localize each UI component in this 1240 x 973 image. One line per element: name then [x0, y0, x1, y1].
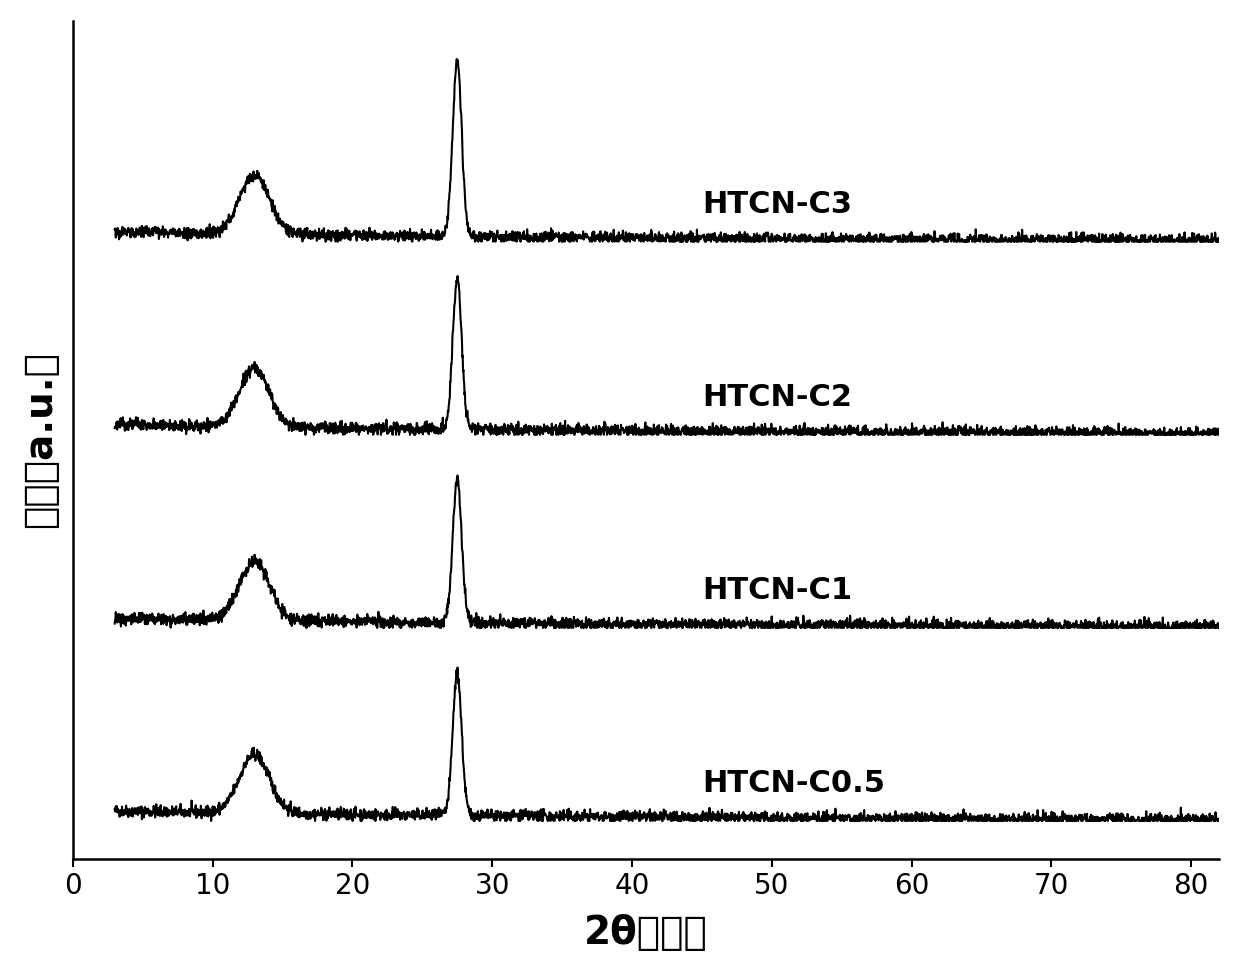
Text: HTCN-C3: HTCN-C3: [702, 190, 852, 219]
Text: HTCN-C0.5: HTCN-C0.5: [702, 770, 885, 798]
Y-axis label: 强度（a.u.）: 强度（a.u.）: [21, 351, 58, 528]
Text: HTCN-C1: HTCN-C1: [702, 576, 852, 605]
Text: HTCN-C2: HTCN-C2: [702, 383, 852, 412]
X-axis label: 2θ（度）: 2θ（度）: [584, 915, 708, 953]
